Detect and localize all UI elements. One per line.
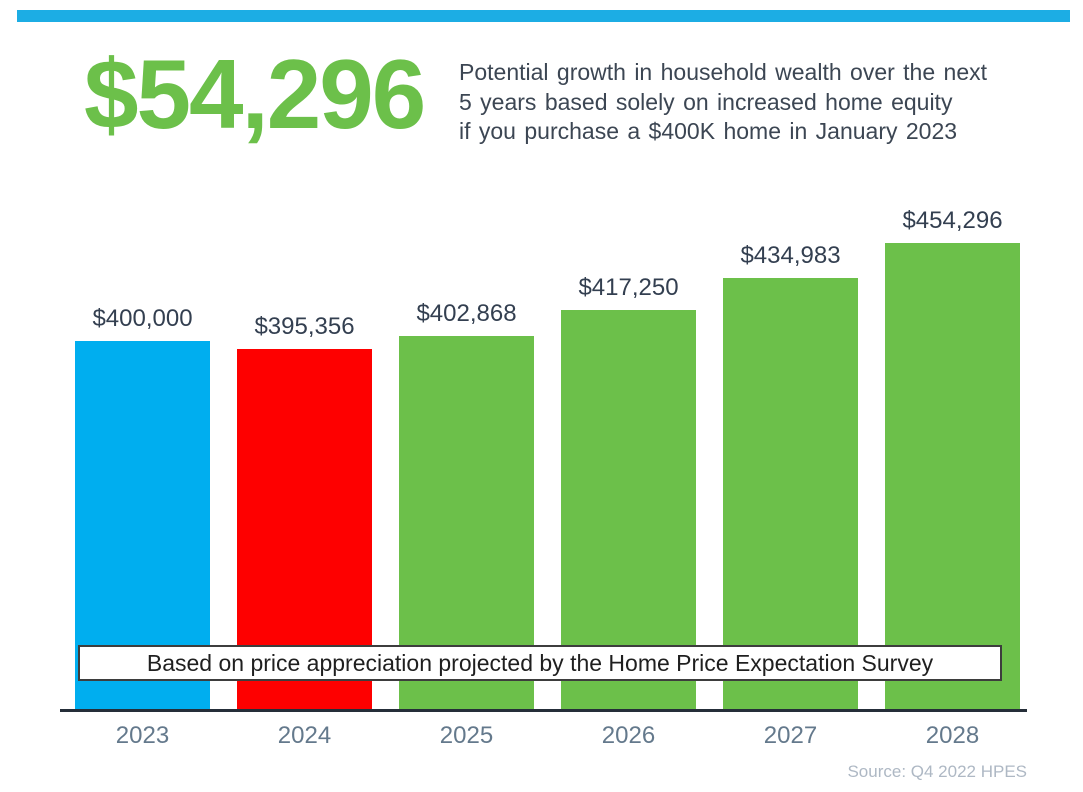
x-axis-line	[60, 709, 1027, 712]
bar-value-label-2027: $434,983	[740, 242, 841, 269]
headline-description-line-1: Potential growth in household wealth ove…	[459, 59, 987, 85]
x-axis-label-2024: 2024	[277, 722, 332, 749]
bar-value-label-2024: $395,356	[254, 313, 355, 340]
headline-description-line-2: 5 years based solely on increased home e…	[459, 88, 953, 115]
bar-value-label-2025: $402,868	[416, 300, 517, 327]
x-axis-label-2026: 2026	[601, 722, 656, 749]
bar-value-label-2028: $454,296	[902, 207, 1003, 234]
source-citation: Source: Q4 2022 HPES	[847, 762, 1027, 781]
bar-2027	[723, 278, 858, 709]
chart-annotation-text: Based on price appreciation projected by…	[146, 649, 934, 676]
headline-amount: $54,296	[84, 39, 426, 149]
bar-value-label-2026: $417,250	[578, 274, 679, 301]
chart-annotation-banner: Based on price appreciation projected by…	[78, 645, 1002, 681]
top-accent-strip	[17, 10, 1070, 22]
headline-description: Potential growth in household wealth ove…	[459, 58, 1019, 147]
bar-value-label-2023: $400,000	[92, 305, 193, 332]
x-axis-label-2023: 2023	[115, 722, 170, 749]
bar-2026	[561, 310, 696, 709]
headline-description-line-3: if you purchase a $400K home in January …	[459, 118, 958, 144]
x-axis-label-2025: 2025	[439, 722, 494, 749]
bar-2028	[885, 243, 1020, 709]
x-axis-label-2027: 2027	[763, 722, 818, 749]
x-axis-label-2028: 2028	[925, 722, 980, 749]
